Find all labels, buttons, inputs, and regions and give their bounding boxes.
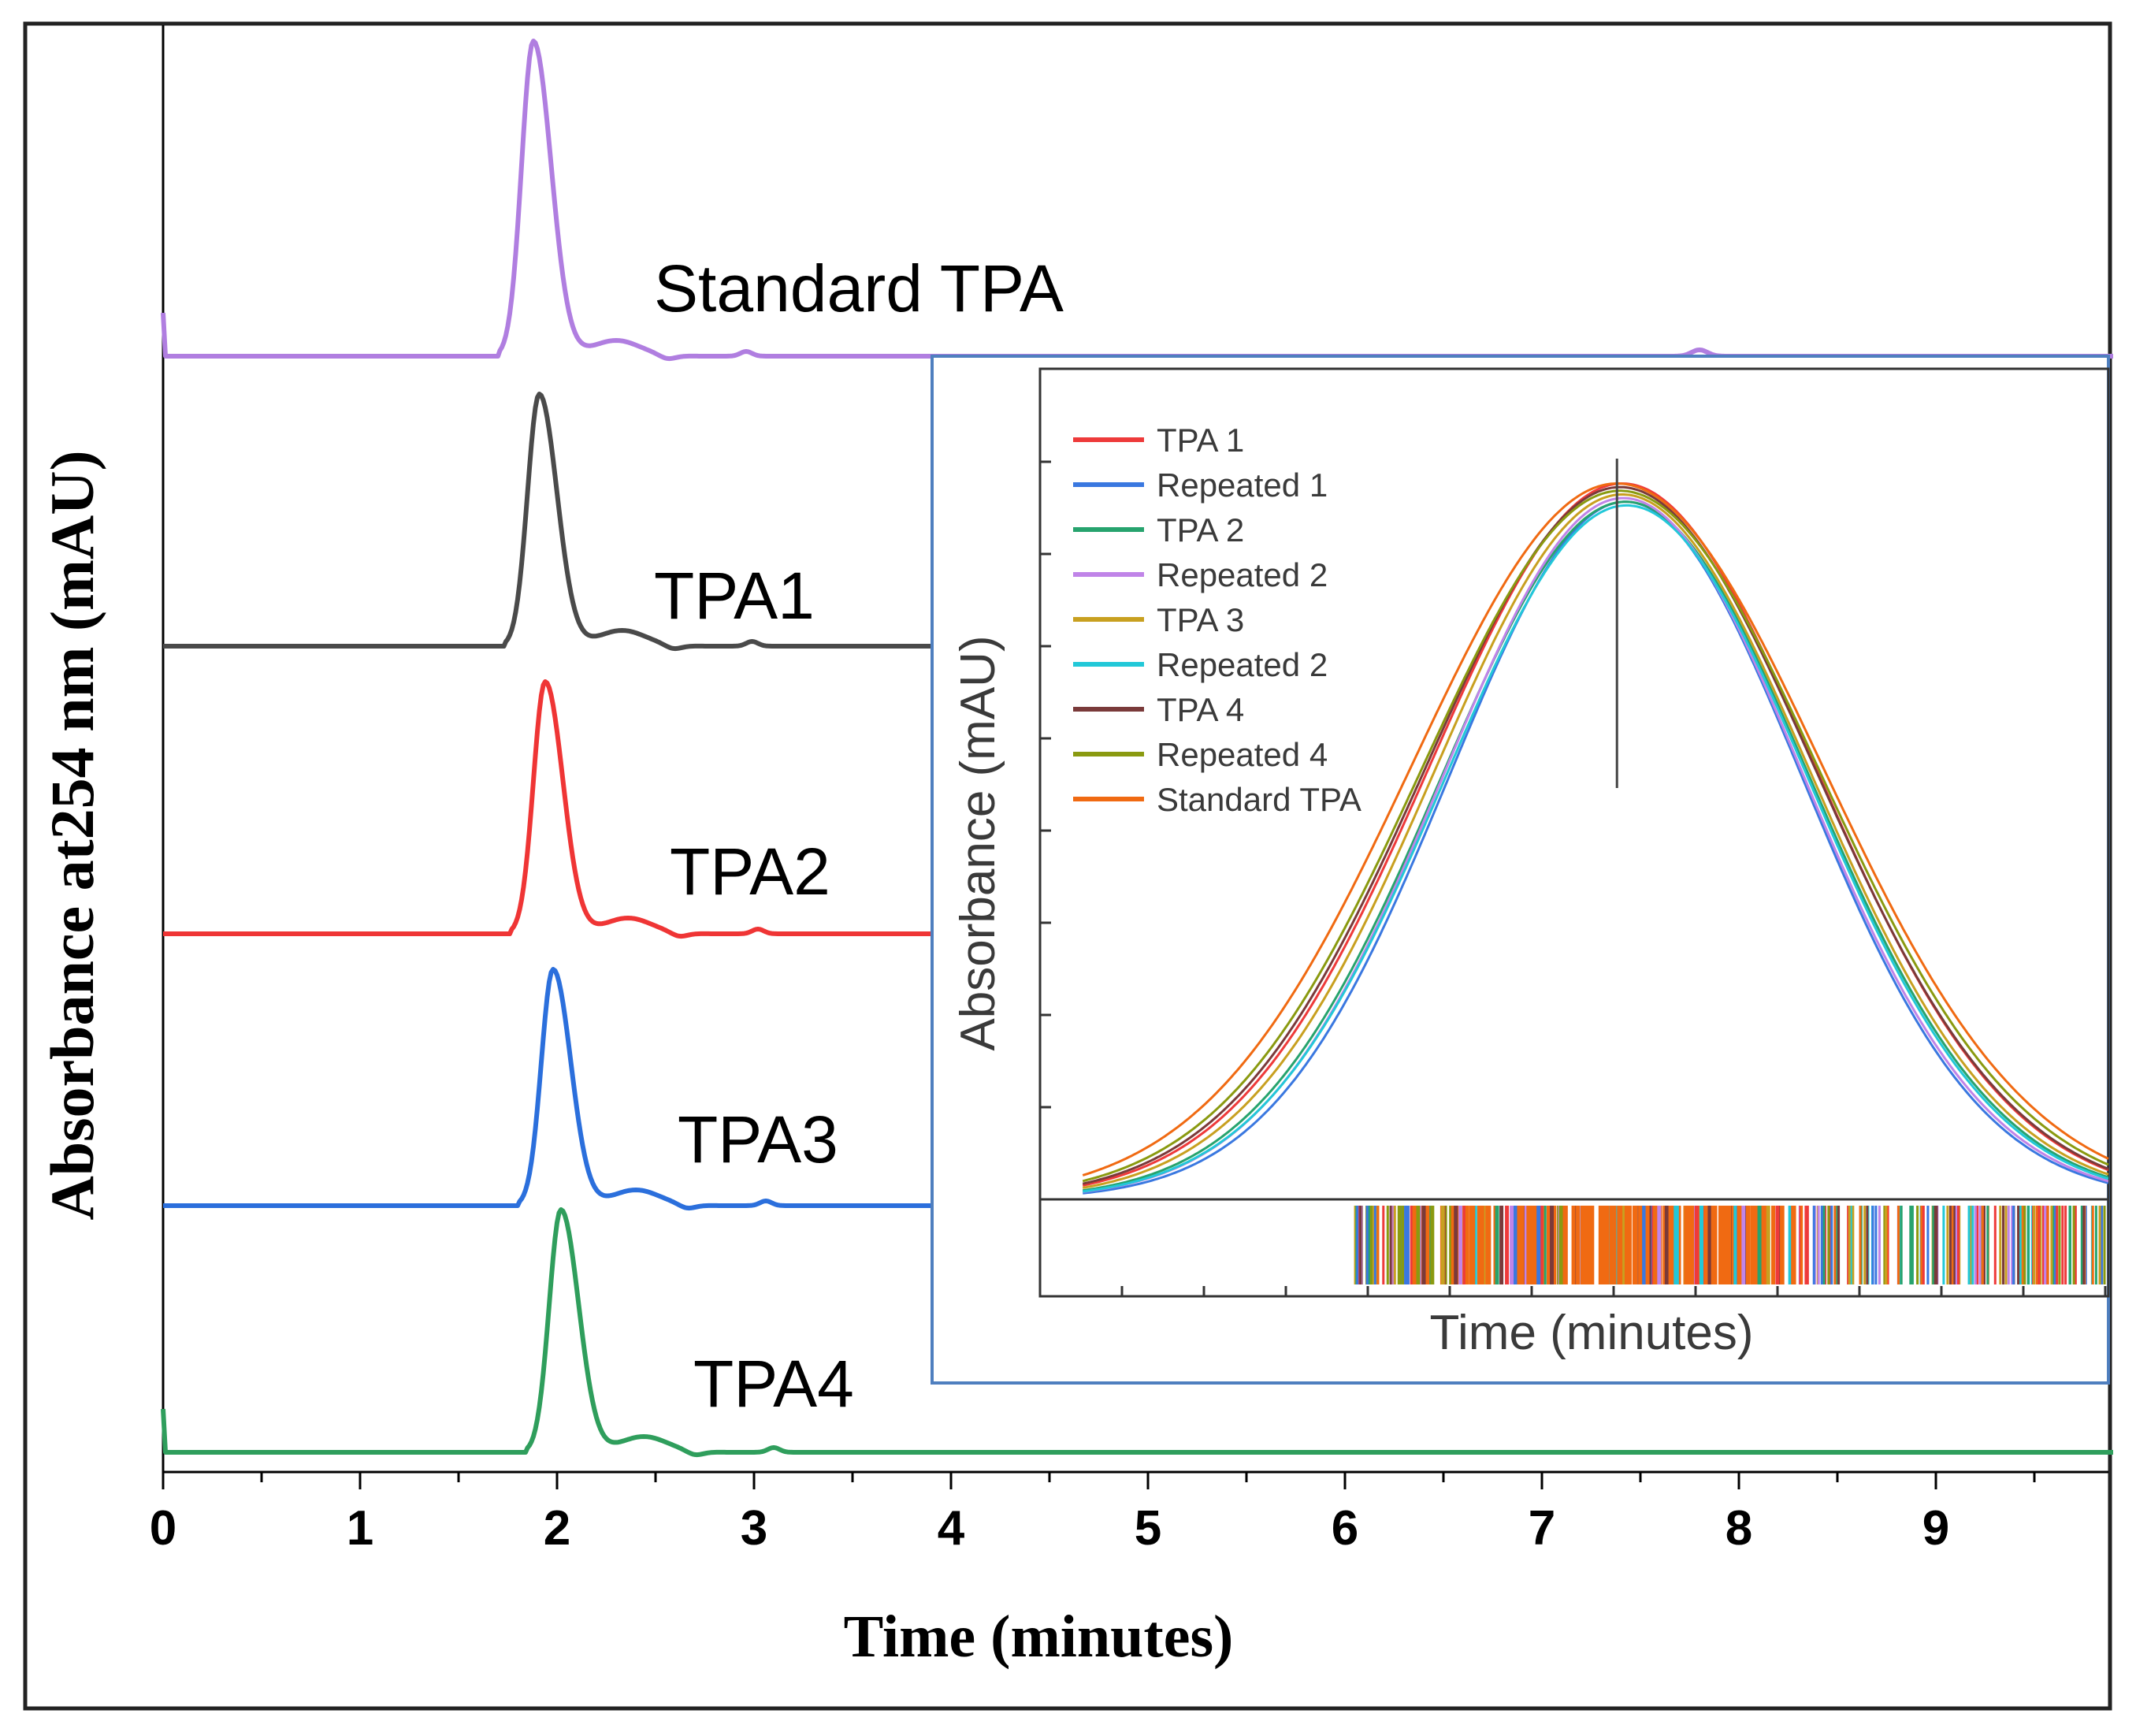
trace-label: TPA1 <box>654 559 815 633</box>
inset-curve-2 <box>1082 500 2109 1192</box>
legend-label: TPA 3 <box>1157 601 1244 638</box>
trace-tpa1 <box>163 392 932 652</box>
x-tick-label: 9 <box>1922 1501 1949 1556</box>
x-tick-label: 2 <box>544 1501 570 1556</box>
trace-tpa3 <box>163 967 932 1211</box>
inset-rug <box>1354 1206 2106 1284</box>
x-tick-label: 0 <box>150 1501 176 1556</box>
legend-label: Repeated 4 <box>1157 736 1328 773</box>
x-tick-label: 6 <box>1332 1501 1358 1556</box>
legend-label: Repeated 2 <box>1157 556 1328 593</box>
trace-tpa2 <box>163 679 932 939</box>
inset-ticks <box>1040 460 2107 1296</box>
inset-curves <box>1082 481 2109 1195</box>
legend-label: Standard TPA <box>1157 781 1361 818</box>
inset-plot-area <box>1038 367 2110 1298</box>
legend-label: Repeated 2 <box>1157 646 1328 683</box>
inset-legend: TPA 1 Repeated 1 TPA 2 Repeated 2 TPA 3 Repea… <box>1073 422 1361 818</box>
trace-tpa4 <box>161 1207 2114 1458</box>
legend-label: TPA 2 <box>1157 511 1244 548</box>
trace-label: TPA3 <box>678 1102 838 1177</box>
x-tick-label: 8 <box>1726 1501 1752 1556</box>
inset-curve-7 <box>1082 489 2109 1183</box>
trace-label: TPA2 <box>670 835 830 909</box>
legend-label: Repeated 1 <box>1157 467 1328 504</box>
trace-label: TPA4 <box>693 1347 854 1421</box>
inset-curve-6 <box>1082 485 2109 1185</box>
inset-curve-5 <box>1083 504 2109 1193</box>
inset-curve-8 <box>1082 481 2109 1177</box>
main-trace-labels: Standard TPA TPA1 TPA2 TPA3 TPA4 <box>654 251 1064 1421</box>
main-x-tick-labels: 0 1 2 3 4 5 6 7 8 9 <box>150 1501 1949 1556</box>
x-tick-label: 3 <box>741 1501 767 1556</box>
trace-label: Standard TPA <box>654 251 1064 325</box>
x-tick-label: 1 <box>347 1501 373 1556</box>
main-x-ticks <box>162 1472 2036 1489</box>
legend-label: TPA 4 <box>1157 691 1244 728</box>
main-x-axis-title: Time (minutes) <box>844 1604 1234 1670</box>
x-tick-label: 5 <box>1135 1501 1161 1556</box>
inset-curve-4 <box>1082 493 2109 1189</box>
x-tick-label: 7 <box>1529 1501 1555 1556</box>
inset-x-axis-title: Time (minutes) <box>1429 1306 1753 1360</box>
inset-panel: TPA 1 Repeated 1 TPA 2 Repeated 2 TPA 3 Repea… <box>931 355 2110 1385</box>
legend-label: TPA 1 <box>1157 422 1244 459</box>
main-y-axis-title: Absorbance at254 nm (mAU) <box>38 450 106 1220</box>
inset-y-axis-title: Absorbance (mAU) <box>951 635 1005 1050</box>
x-tick-label: 4 <box>938 1501 965 1556</box>
